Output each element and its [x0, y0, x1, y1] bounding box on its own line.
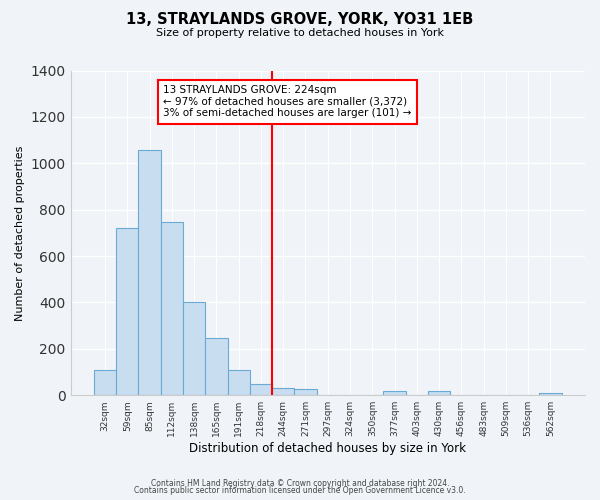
Text: 13 STRAYLANDS GROVE: 224sqm
← 97% of detached houses are smaller (3,372)
3% of s: 13 STRAYLANDS GROVE: 224sqm ← 97% of det… — [163, 85, 412, 118]
Y-axis label: Number of detached properties: Number of detached properties — [15, 145, 25, 320]
Bar — [139, 150, 161, 395]
Bar — [272, 388, 295, 395]
Bar — [116, 228, 139, 395]
Bar — [428, 390, 450, 395]
Text: 13, STRAYLANDS GROVE, YORK, YO31 1EB: 13, STRAYLANDS GROVE, YORK, YO31 1EB — [127, 12, 473, 28]
Bar — [227, 370, 250, 395]
Text: Contains public sector information licensed under the Open Government Licence v3: Contains public sector information licen… — [134, 486, 466, 495]
Text: Contains HM Land Registry data © Crown copyright and database right 2024.: Contains HM Land Registry data © Crown c… — [151, 478, 449, 488]
Bar — [539, 393, 562, 395]
Bar — [383, 390, 406, 395]
Bar — [295, 389, 317, 395]
Bar — [250, 384, 272, 395]
Text: Size of property relative to detached houses in York: Size of property relative to detached ho… — [156, 28, 444, 38]
Bar — [161, 222, 183, 395]
Bar — [94, 370, 116, 395]
Bar — [183, 302, 205, 395]
X-axis label: Distribution of detached houses by size in York: Distribution of detached houses by size … — [189, 442, 466, 455]
Bar — [205, 338, 227, 395]
